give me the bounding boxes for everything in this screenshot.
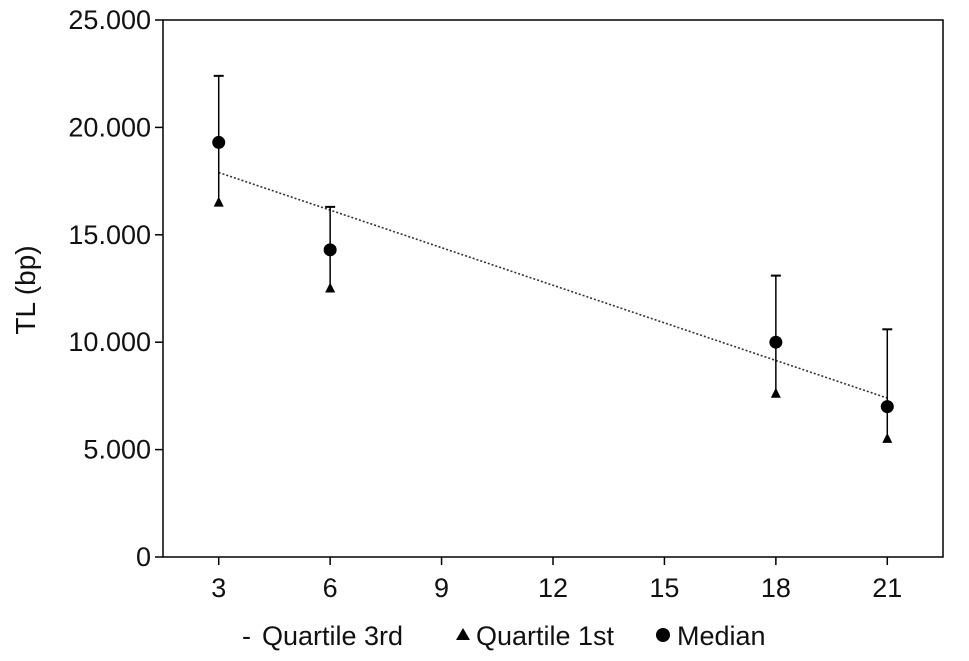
y-tick-label: 20.000	[68, 112, 151, 142]
median-point	[212, 135, 226, 149]
trendline	[218, 171, 888, 399]
legend-label-median: Median	[677, 621, 766, 651]
y-tick-label: 10.000	[68, 327, 151, 357]
q1-triangle-marker	[882, 432, 893, 443]
q1-triangle-marker	[213, 196, 224, 207]
y-axis-title: TL (bp)	[10, 245, 41, 334]
q1-triangle-marker	[325, 282, 336, 293]
y-axis: 0 5.000 10.000 15.000 20.000 25.000	[68, 5, 163, 572]
x-tick-label: 12	[538, 573, 568, 603]
x-tick-label: 6	[323, 573, 338, 603]
median-point	[880, 400, 894, 414]
legend: - Quartile 3rd Quartile 1st Median	[242, 621, 766, 651]
trendline-path	[218, 171, 888, 399]
data-markers	[212, 74, 894, 443]
q1-triangle-marker	[770, 387, 781, 398]
legend-label-quartile-3rd: Quartile 3rd	[262, 621, 403, 651]
legend-label-quartile-1st: Quartile 1st	[476, 621, 615, 651]
legend-dash-symbol: -	[242, 621, 251, 651]
x-tick-label: 3	[211, 573, 226, 603]
error-bars	[217, 75, 889, 439]
median-point	[769, 335, 783, 349]
y-tick-label: 0	[136, 542, 151, 572]
median-point	[323, 243, 337, 257]
y-tick-label: 15.000	[68, 220, 151, 250]
y-tick-label: 5.000	[83, 435, 151, 465]
legend-circle-symbol	[656, 628, 670, 642]
x-tick-label: 21	[872, 573, 902, 603]
y-tick-label: 25.000	[68, 5, 151, 35]
x-tick-label: 9	[434, 573, 449, 603]
plot-frame	[162, 19, 944, 558]
x-tick-label: 15	[649, 573, 679, 603]
legend-triangle-symbol	[456, 628, 470, 640]
x-axis: 3 6 9 12 15 18 21	[211, 557, 902, 603]
x-tick-label: 18	[761, 573, 791, 603]
